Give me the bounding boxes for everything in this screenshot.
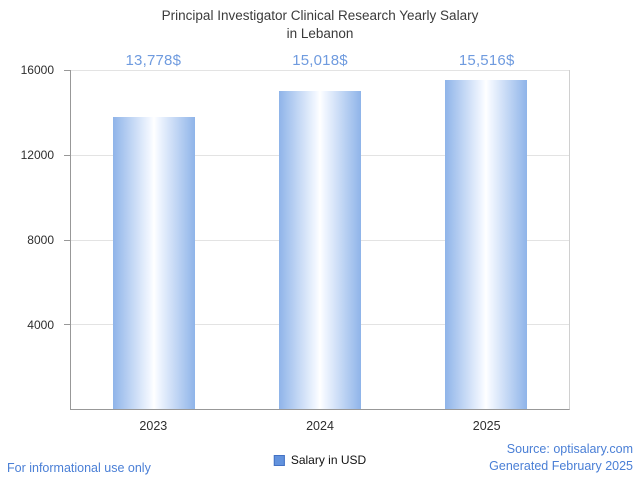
y-axis: 4000 8000 12000 16000: [0, 63, 62, 410]
bar-2025: [445, 80, 527, 409]
bar-value-label: 13,778$: [125, 52, 182, 69]
x-axis-label: 2024: [306, 419, 334, 433]
y-axis-label: 12000: [20, 148, 54, 162]
x-labels: 2023 2024 2025: [70, 417, 570, 435]
disclaimer-text: For informational use only: [7, 461, 151, 475]
source-link[interactable]: Source: optisalary.com: [506, 442, 633, 457]
y-axis-label: 4000: [27, 318, 54, 332]
bar-2023: [113, 117, 195, 409]
legend-label: Salary in USD: [290, 453, 367, 467]
bar-slot: [237, 70, 403, 409]
generated-date: Generated February 2025: [489, 459, 633, 474]
x-axis-label: 2023: [139, 419, 168, 433]
y-axis-label: 8000: [27, 233, 54, 247]
y-tick: [64, 324, 71, 326]
y-tick: [64, 70, 71, 71]
bars: [71, 70, 569, 409]
chart-title: Principal Investigator Clinical Research…: [0, 7, 640, 43]
y-axis-label: 16000: [20, 63, 54, 77]
y-tick: [64, 239, 71, 241]
value-label-slot: 15,516$: [403, 52, 570, 70]
gridline: [71, 70, 569, 71]
bar-value-label: 15,516$: [458, 52, 515, 69]
bar-slot: [71, 70, 237, 409]
x-axis-label: 2025: [472, 419, 501, 433]
bar-value-label: 15,018$: [292, 52, 348, 69]
value-label-slot: 15,018$: [237, 52, 404, 70]
plot-area: [64, 70, 570, 410]
y-tick: [64, 154, 71, 156]
legend-swatch-icon: [273, 454, 285, 466]
legend: Salary in USD: [273, 453, 367, 467]
value-labels: 13,778$ 15,018$ 15,516$: [70, 52, 570, 70]
x-label-slot: 2025: [403, 417, 570, 435]
bar-2024: [279, 90, 361, 409]
chart-title-line2: in Lebanon: [286, 26, 354, 42]
chart-title-line1: Principal Investigator Clinical Research…: [161, 8, 479, 23]
x-label-slot: 2023: [70, 417, 237, 435]
source-block: Source: optisalary.com Generated Februar…: [489, 441, 633, 475]
bar-slot: [403, 70, 569, 409]
x-label-slot: 2024: [237, 417, 404, 435]
value-label-slot: 13,778$: [70, 52, 237, 70]
